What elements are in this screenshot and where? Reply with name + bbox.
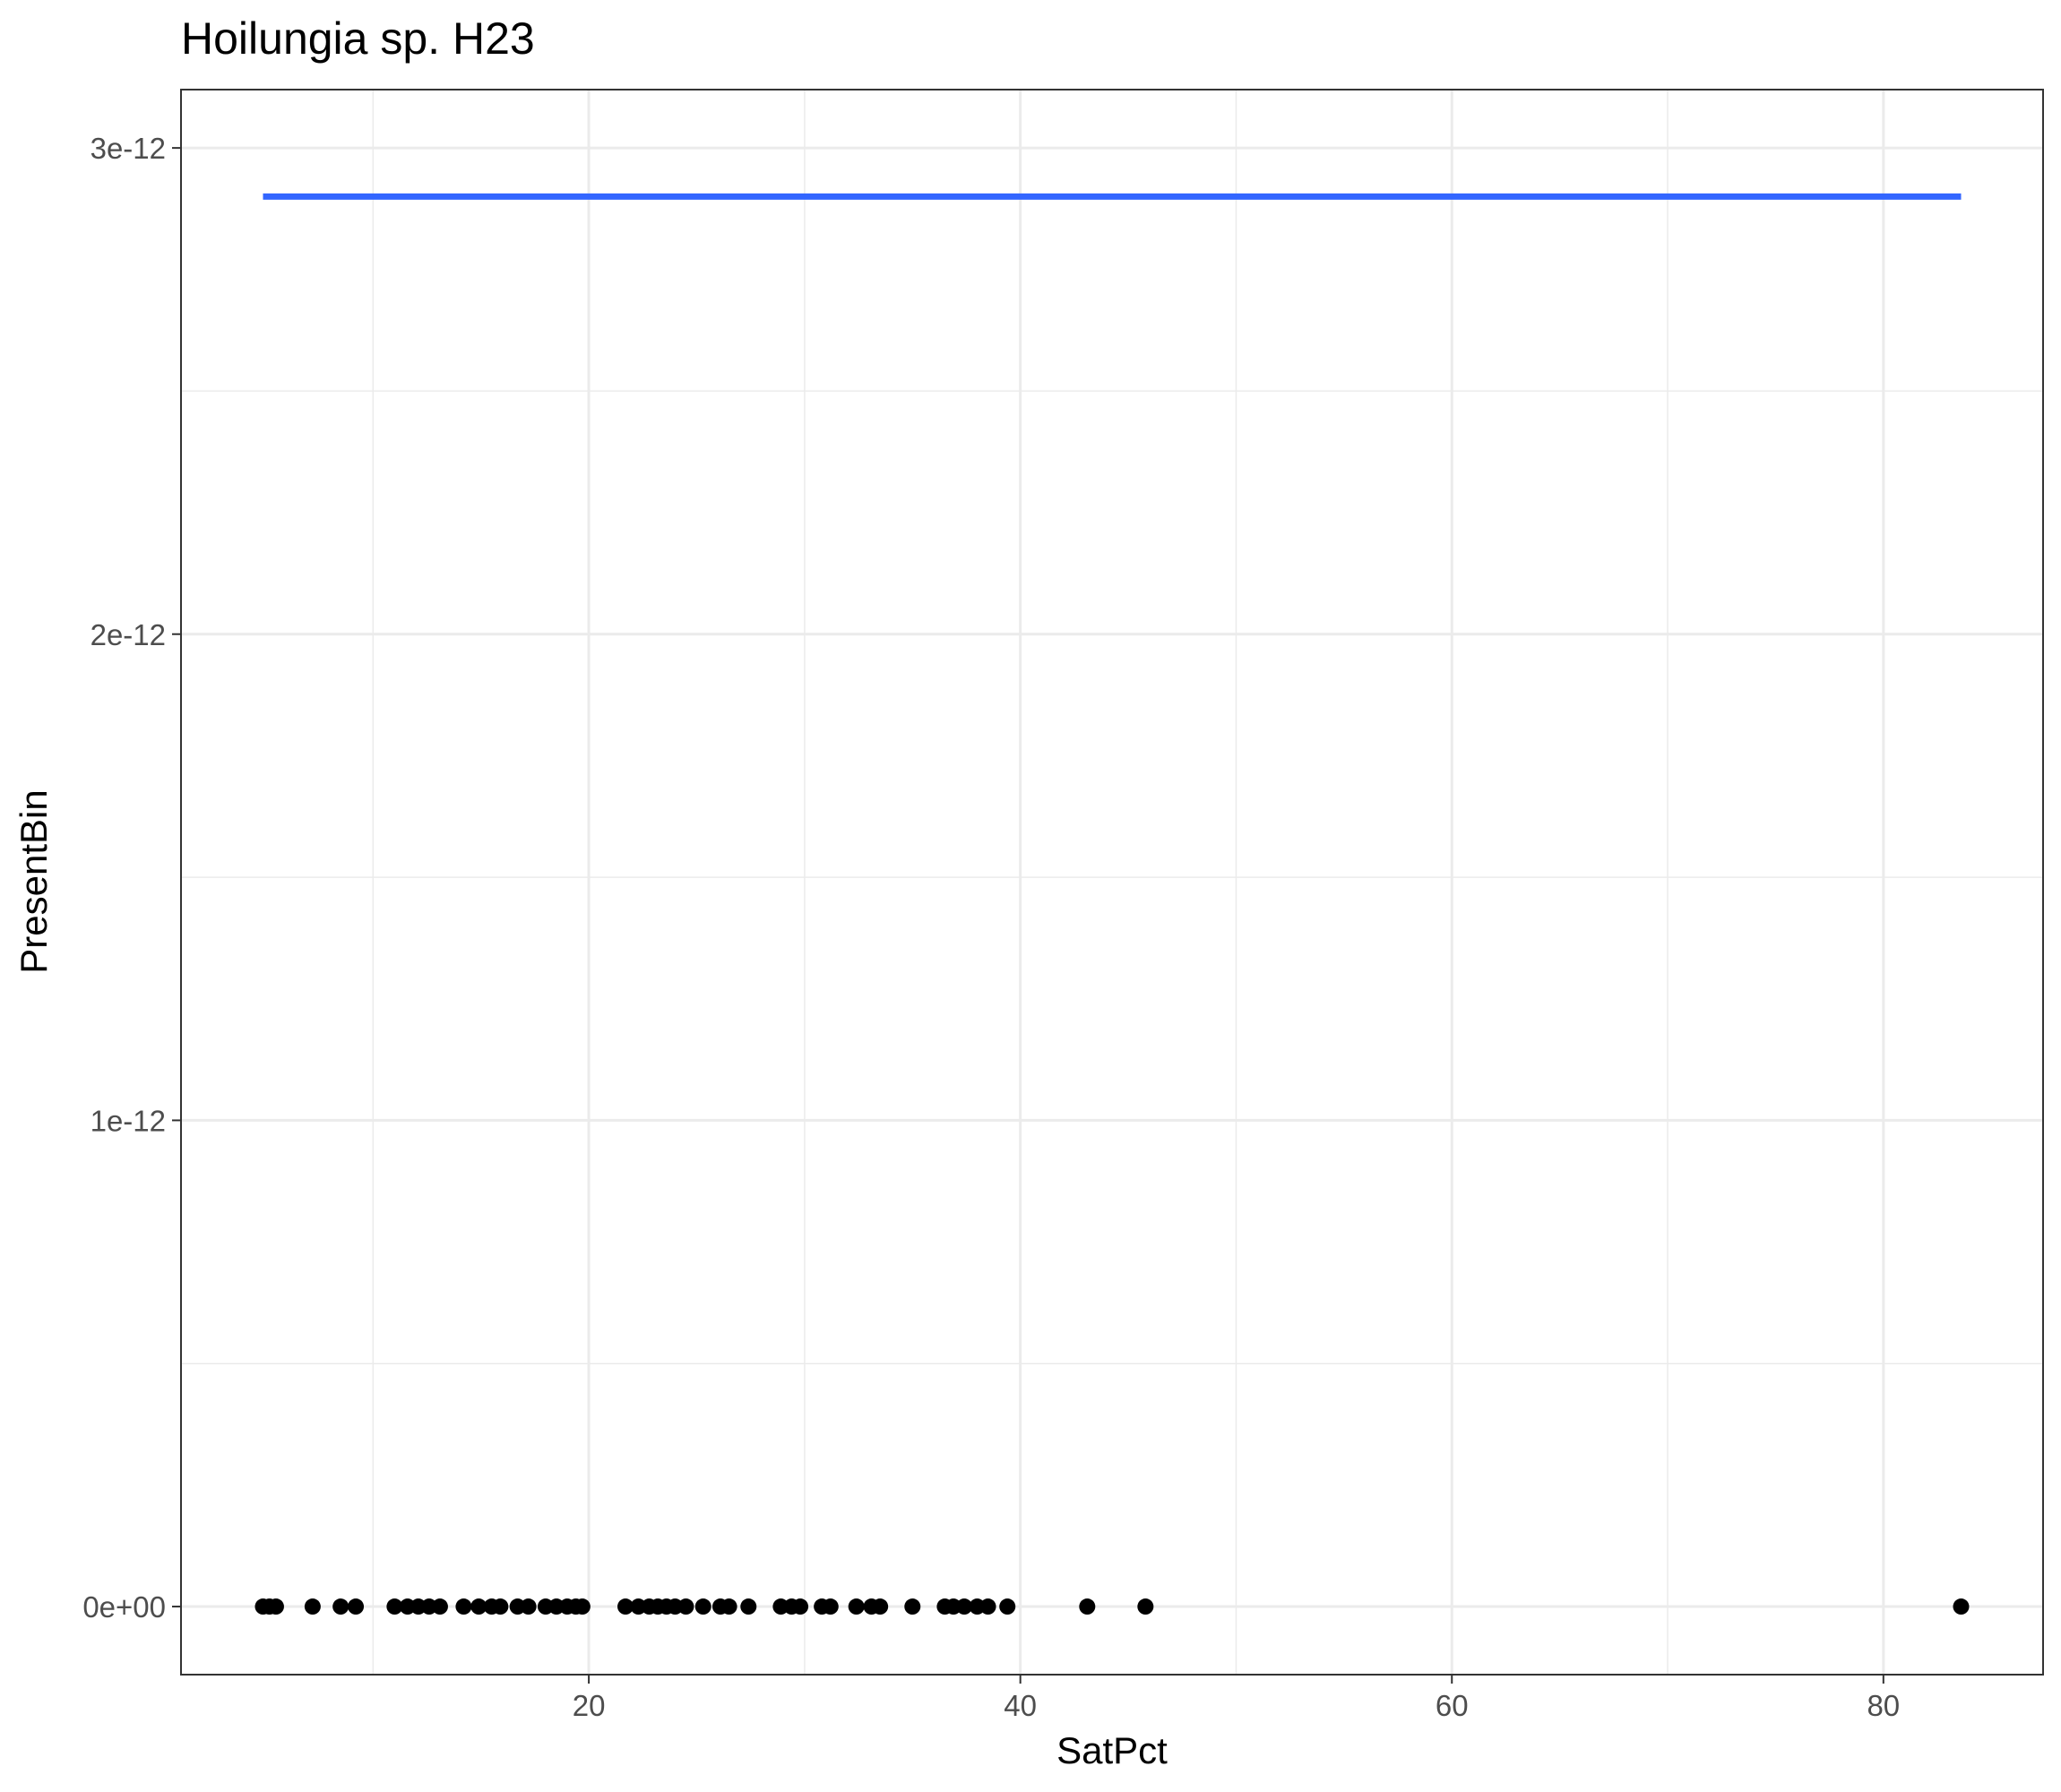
data-point [304,1598,321,1615]
data-point [822,1598,839,1615]
data-point [720,1598,737,1615]
data-point [386,1598,403,1615]
data-point [455,1598,472,1615]
data-point [348,1598,365,1615]
data-point [470,1598,487,1615]
data-point [999,1598,1016,1615]
data-point [956,1598,973,1615]
data-point [979,1598,996,1615]
x-axis-title: SatPct [1056,1729,1168,1771]
data-point [267,1598,284,1615]
panel-border [180,89,2044,1676]
y-tick-label: 2e-12 [91,618,166,651]
y-tick-label: 1e-12 [91,1104,166,1137]
data-point [332,1598,349,1615]
data-point [492,1598,509,1615]
data-point [431,1598,448,1615]
y-tick-label: 0e+00 [82,1590,166,1624]
data-point [573,1598,591,1615]
data-point [1079,1598,1096,1615]
x-tick-label: 80 [1867,1689,1900,1722]
data-point [677,1598,694,1615]
x-tick-label: 60 [1436,1689,1469,1722]
chart-title: Hoilungia sp. H23 [181,13,535,64]
y-axis-title: PresentBin [13,789,55,973]
data-point [694,1598,711,1615]
data-points [254,1598,1970,1615]
data-point [872,1598,889,1615]
data-point [848,1598,865,1615]
grid-lines [181,90,2043,1675]
data-point [1953,1598,1970,1615]
data-point [904,1598,921,1615]
data-point [1137,1598,1154,1615]
x-tick-label: 40 [1004,1689,1037,1722]
data-point [520,1598,537,1615]
y-tick-label: 3e-12 [91,132,166,165]
axis-ticks: 20 40 60 80 0e+00 1e-12 2e-12 3e-12 [82,132,1900,1722]
x-tick-label: 20 [573,1689,606,1722]
data-point [792,1598,809,1615]
data-point [740,1598,757,1615]
data-point [617,1598,634,1615]
